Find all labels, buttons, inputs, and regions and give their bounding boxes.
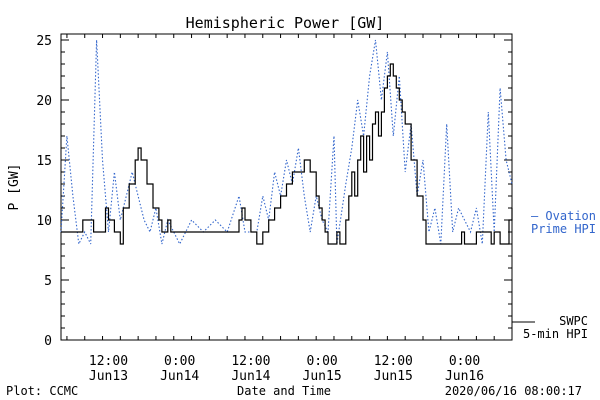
chart-title: Hemispheric Power [GW] bbox=[186, 14, 385, 32]
x-tick-date-label: Jun14 bbox=[160, 369, 199, 384]
series-swpc-line bbox=[61, 63, 513, 245]
legend-swpc-line1: SWPC bbox=[559, 314, 588, 328]
series-ovation-line bbox=[60, 39, 513, 246]
y-tick-label: 10 bbox=[36, 214, 52, 229]
legend-ovation-line2: Prime HPI bbox=[531, 222, 596, 236]
plot-area bbox=[60, 33, 513, 341]
x-tick-time-label: 0:00 bbox=[449, 354, 480, 369]
y-tick-label: 25 bbox=[36, 34, 52, 49]
x-tick-time-label: 0:00 bbox=[164, 354, 195, 369]
footer-timestamp: 2020/06/16 08:00:17 bbox=[445, 384, 582, 398]
x-tick-date-label: Jun13 bbox=[89, 369, 128, 384]
y-axis-label: P [GW] bbox=[7, 164, 22, 211]
plot-frame bbox=[60, 33, 513, 341]
y-tick-label: 0 bbox=[44, 334, 52, 349]
plot-credit: Plot: CCMC bbox=[6, 384, 78, 398]
legend: — Ovation Prime HPI SWPC 5-min HPI bbox=[512, 209, 596, 341]
x-axis-ticks: 12:00Jun130:00Jun1412:00Jun140:00Jun1512… bbox=[66, 34, 495, 384]
x-tick-time-label: 12:00 bbox=[231, 354, 270, 369]
y-tick-label: 15 bbox=[36, 154, 52, 169]
series-layer bbox=[60, 39, 513, 246]
x-tick-date-label: Jun15 bbox=[303, 369, 342, 384]
x-tick-date-label: Jun16 bbox=[445, 369, 484, 384]
x-tick-time-label: 0:00 bbox=[306, 354, 337, 369]
y-tick-label: 20 bbox=[36, 94, 52, 109]
legend-ovation-line1: — Ovation bbox=[531, 209, 596, 223]
x-axis-label: Date and Time bbox=[237, 384, 331, 398]
x-tick-time-label: 12:00 bbox=[89, 354, 128, 369]
y-tick-label: 5 bbox=[44, 274, 52, 289]
legend-swpc-line2: 5-min HPI bbox=[523, 327, 588, 341]
x-tick-time-label: 12:00 bbox=[374, 354, 413, 369]
x-tick-date-label: Jun15 bbox=[374, 369, 413, 384]
y-axis-ticks: 0 5 10 15 20 25 bbox=[36, 34, 512, 349]
x-tick-date-label: Jun14 bbox=[231, 369, 270, 384]
